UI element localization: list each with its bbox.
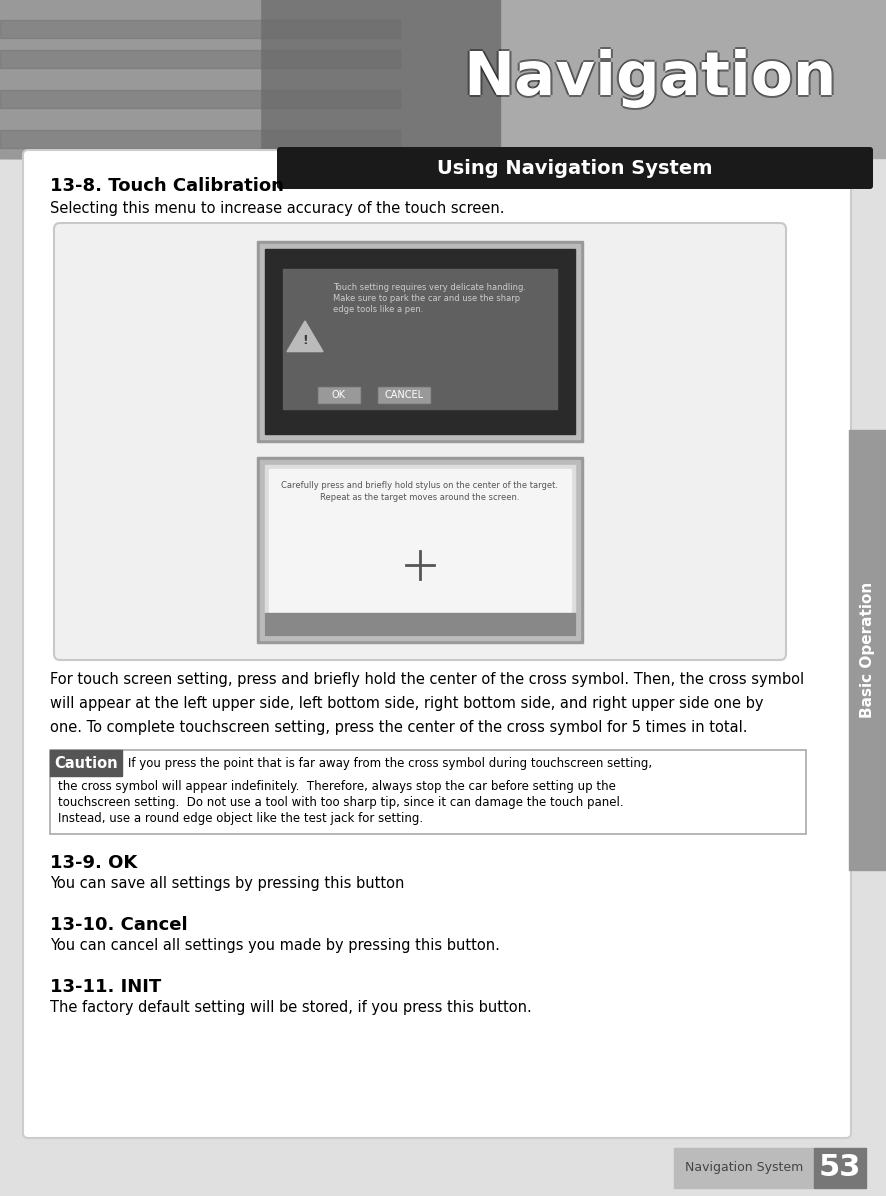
Text: !: ! (302, 335, 307, 348)
Bar (814, 1148, 866, 1188)
Bar (265, 465, 575, 635)
Text: Navigation: Navigation (462, 49, 835, 108)
Text: 13-10. Cancel: 13-10. Cancel (50, 916, 188, 934)
Bar (0, 0, 886, 158)
Text: the cross symbol will appear indefinitely.  Therefore, always stop the car befor: the cross symbol will appear indefinitel… (58, 780, 616, 793)
Bar (50, 750, 806, 834)
Text: You can cancel all settings you made by pressing this button.: You can cancel all settings you made by … (50, 938, 500, 953)
Text: Basic Operation: Basic Operation (860, 582, 875, 718)
Text: edge tools like a pen.: edge tools like a pen. (333, 305, 424, 315)
Text: Navigation: Navigation (463, 50, 836, 110)
Bar (674, 1148, 814, 1188)
Bar (378, 388, 430, 403)
Bar (0, 0, 260, 158)
Bar (0, 90, 400, 108)
Text: Selecting this menu to increase accuracy of the touch screen.: Selecting this menu to increase accuracy… (50, 201, 504, 216)
Text: 13-9. OK: 13-9. OK (50, 854, 137, 872)
FancyBboxPatch shape (54, 222, 786, 660)
Text: Make sure to park the car and use the sharp: Make sure to park the car and use the sh… (333, 294, 520, 303)
Bar (265, 614, 575, 635)
Text: You can save all settings by pressing this button: You can save all settings by pressing th… (50, 875, 404, 891)
Text: 13-8. Touch Calibration: 13-8. Touch Calibration (50, 177, 284, 195)
Text: Repeat as the target moves around the screen.: Repeat as the target moves around the sc… (320, 493, 520, 502)
Bar (318, 388, 360, 403)
Text: Navigation: Navigation (465, 49, 839, 108)
Bar (283, 269, 557, 409)
Text: Using Navigation System: Using Navigation System (438, 159, 712, 177)
Text: Navigation: Navigation (463, 49, 836, 108)
Text: Caution: Caution (54, 756, 118, 770)
Bar (849, 431, 886, 869)
Text: will appear at the left upper side, left bottom side, right bottom side, and rig: will appear at the left upper side, left… (50, 696, 764, 710)
Bar (265, 249, 575, 434)
Text: Navigation: Navigation (463, 47, 836, 105)
Bar (0, 20, 400, 38)
Text: The factory default setting will be stored, if you press this button.: The factory default setting will be stor… (50, 1000, 532, 1015)
Bar (260, 460, 580, 640)
Bar (0, 130, 400, 148)
Bar (257, 242, 583, 443)
Bar (260, 244, 580, 439)
Text: CANCEL: CANCEL (385, 390, 424, 399)
Text: Touch setting requires very delicate handling.: Touch setting requires very delicate han… (333, 283, 526, 292)
Text: touchscreen setting.  Do not use a tool with too sharp tip, since it can damage : touchscreen setting. Do not use a tool w… (58, 797, 624, 808)
Text: For touch screen setting, press and briefly hold the center of the cross symbol.: For touch screen setting, press and brie… (50, 672, 804, 687)
Text: 13-11. INIT: 13-11. INIT (50, 978, 161, 996)
Text: one. To complete touchscreen setting, press the center of the cross symbol for 5: one. To complete touchscreen setting, pr… (50, 720, 748, 736)
Text: OK: OK (332, 390, 346, 399)
Text: 53: 53 (819, 1153, 861, 1183)
Text: Instead, use a round edge object like the test jack for setting.: Instead, use a round edge object like th… (58, 812, 424, 825)
Bar (257, 457, 583, 643)
FancyBboxPatch shape (23, 150, 851, 1139)
Bar (0, 50, 400, 68)
Bar (0, 0, 500, 158)
Text: Navigation System: Navigation System (685, 1161, 803, 1174)
Bar (50, 750, 122, 776)
Polygon shape (287, 321, 323, 352)
Bar (379, 388, 429, 402)
Bar (319, 388, 359, 402)
Bar (269, 469, 571, 631)
FancyBboxPatch shape (277, 147, 873, 189)
Text: If you press the point that is far away from the cross symbol during touchscreen: If you press the point that is far away … (128, 757, 652, 769)
Text: Carefully press and briefly hold stylus on the center of the target.: Carefully press and briefly hold stylus … (282, 481, 558, 490)
